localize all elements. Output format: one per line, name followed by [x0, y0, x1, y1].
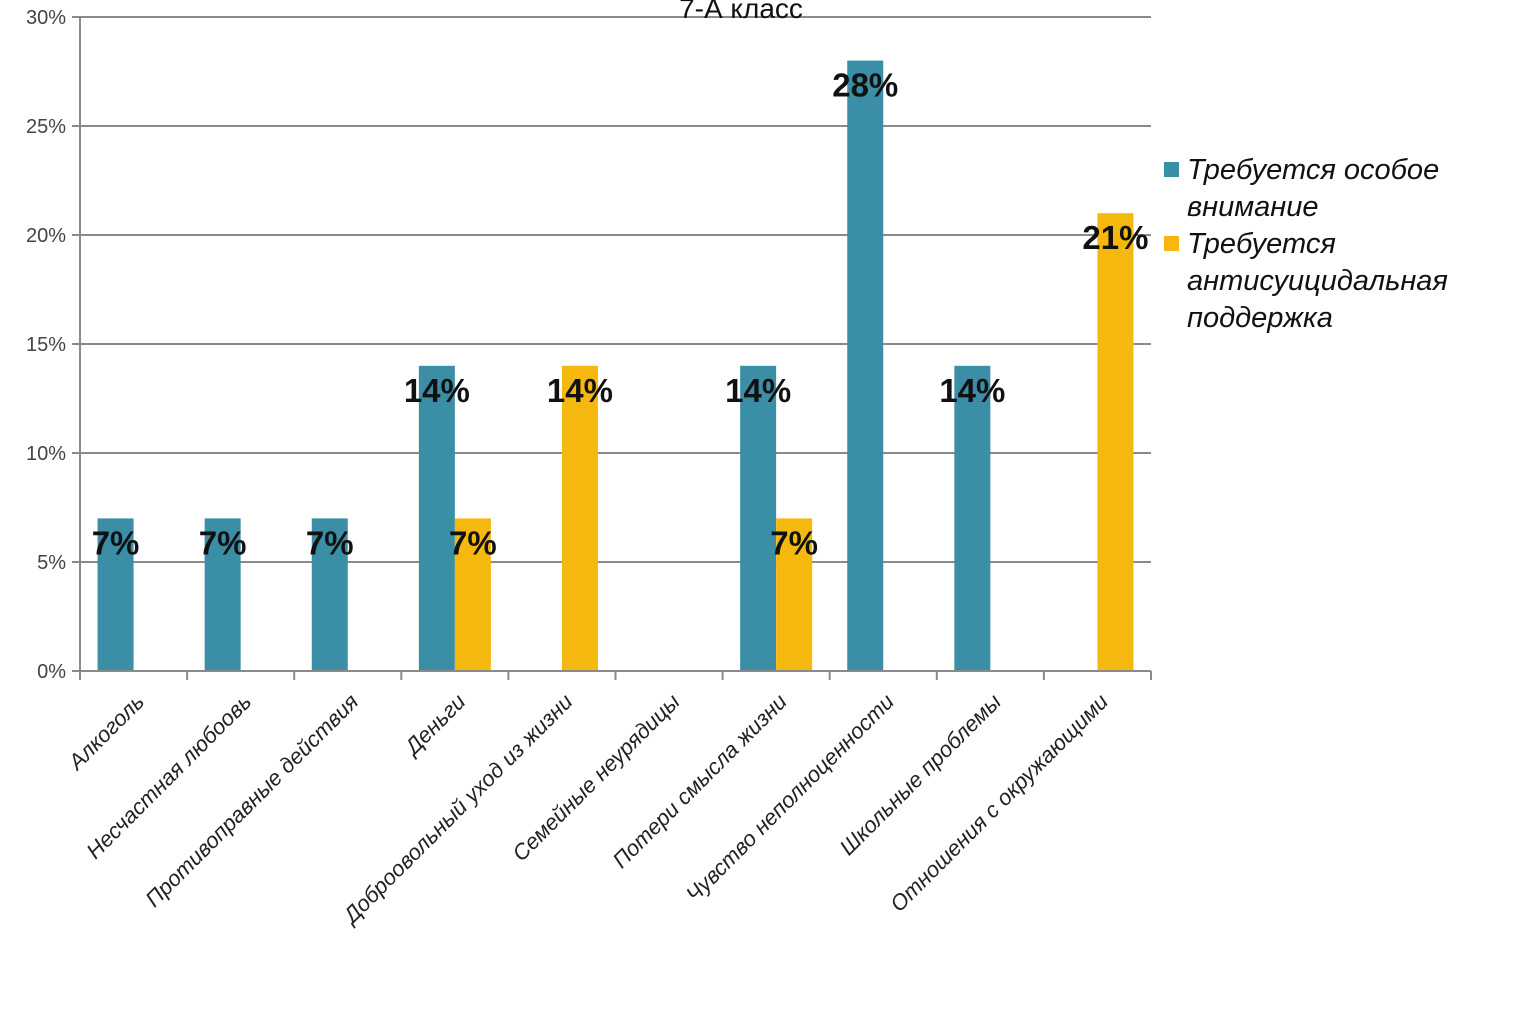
data-label: 7% [199, 524, 247, 561]
y-tick-label: 10% [26, 443, 66, 465]
data-label: 14% [404, 372, 470, 409]
data-label: 7% [770, 524, 818, 561]
y-tick-label: 5% [37, 552, 66, 574]
legend-label: Требуется антисуицидальная поддержка [1187, 228, 1448, 334]
x-tick-label: Доброовольный уход из жизни [336, 689, 577, 930]
bar-support [561, 365, 598, 671]
bar-attention [954, 365, 991, 671]
y-tick-label: 25% [26, 116, 66, 138]
legend-item-series-2: Требуется антисуицидальная поддержка [1164, 226, 1509, 337]
y-axis-ticks: 0% 5% 10% 15% 20% 25% 30% [26, 7, 80, 683]
bar-attention [204, 518, 241, 671]
y-tick-label: 30% [26, 7, 66, 29]
bar-support [454, 518, 491, 671]
data-label: 7% [306, 524, 354, 561]
x-tick-label: Отношения с окружающими [885, 689, 1113, 917]
data-label: 14% [939, 372, 1005, 409]
bars [97, 60, 1134, 672]
legend-item-series-1: Требуется особое внимание [1164, 152, 1509, 226]
y-tick-label: 0% [37, 661, 66, 683]
x-tick-label: Чувство неполноценности [681, 689, 899, 907]
bar-support [1097, 213, 1134, 671]
legend-swatch [1164, 162, 1179, 177]
bar-attention [847, 60, 884, 672]
bar-attention [97, 518, 134, 671]
y-tick-label: 15% [26, 334, 66, 356]
legend: Требуется особое внимание Требуется анти… [1164, 152, 1509, 337]
bar-attention [418, 365, 455, 671]
x-tick-label: Алкоголь [62, 689, 149, 776]
data-label: 7% [449, 524, 497, 561]
data-labels: 7% 7% 7% 14% 7% 14% 14% 7% 28% 14% 21% [92, 67, 1149, 562]
gridlines [80, 16, 1151, 672]
x-tick-label: Деньги [398, 689, 470, 761]
data-label: 7% [92, 524, 140, 561]
bar-support [776, 518, 813, 671]
data-label: 28% [832, 67, 898, 104]
data-label: 14% [725, 372, 791, 409]
y-tick-label: 20% [26, 225, 66, 247]
bar-attention [311, 518, 348, 671]
x-tick-label: Противоправные действия [140, 689, 363, 912]
x-tick-label: Потери смысла жизни [608, 689, 792, 873]
legend-swatch [1164, 236, 1179, 251]
bar-attention [740, 365, 777, 671]
legend-label: Требуется особое внимание [1187, 154, 1440, 223]
axes [79, 17, 1152, 680]
data-label: 14% [547, 372, 613, 409]
chart-title: 7-А класс [679, 0, 803, 24]
data-label: 21% [1082, 219, 1148, 256]
